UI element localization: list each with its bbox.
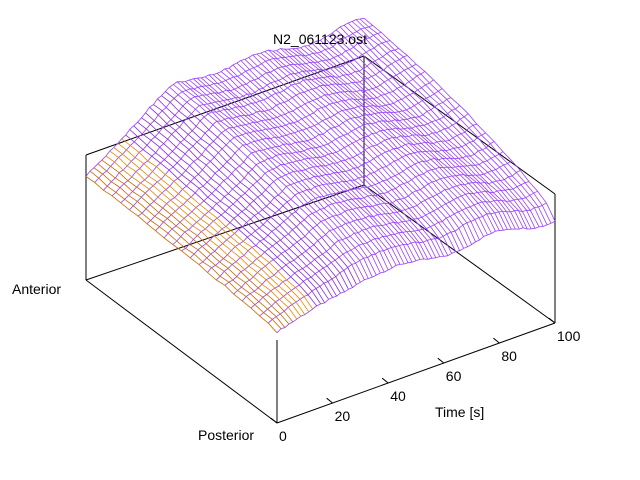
plot-box <box>85 55 556 424</box>
time-tick-mark <box>270 417 278 424</box>
mesh-line-space <box>169 86 361 283</box>
mesh-line-space <box>288 48 480 241</box>
mesh-line-space <box>200 77 393 269</box>
mesh-line-space <box>149 106 341 294</box>
mesh-line-space <box>244 59 437 259</box>
mesh-line-space <box>177 81 369 279</box>
mesh-line-space <box>272 50 465 249</box>
time-tick-label: 80 <box>501 348 517 364</box>
mesh-line-space <box>284 48 476 243</box>
box-left-bottom-edge <box>85 279 278 424</box>
mesh-line-space <box>208 74 401 265</box>
mesh-line-time <box>120 48 399 204</box>
mesh-line-space <box>196 77 389 271</box>
mesh-line-space <box>153 104 345 293</box>
mesh-line-space <box>105 155 298 320</box>
mesh-line-space <box>192 78 385 273</box>
time-tick-label: 60 <box>446 368 462 384</box>
mesh-line-space <box>343 24 536 229</box>
mesh-line-space <box>129 129 322 305</box>
mesh-line-space <box>331 32 524 228</box>
mesh-line-space <box>328 35 520 230</box>
mesh-line-space <box>252 54 445 257</box>
mesh-line-space <box>268 49 461 251</box>
y-axis-label-posterior: Posterior <box>198 427 254 443</box>
time-tick-mark <box>493 337 500 344</box>
time-tick-label: 20 <box>335 408 351 424</box>
mesh-line-space <box>256 53 449 256</box>
mesh-line-space <box>312 43 504 231</box>
mesh-line-space <box>232 64 425 260</box>
mesh-line-space <box>264 51 457 252</box>
mesh-line-space <box>359 18 552 224</box>
y-axis-label-anterior: Anterior <box>12 281 61 297</box>
mesh-line-space <box>363 17 556 222</box>
mesh-line-space <box>89 170 282 329</box>
mesh-line-space <box>260 52 453 254</box>
mesh-line-space <box>181 81 373 278</box>
mesh-line-space <box>292 48 484 237</box>
mesh-line-space <box>296 47 488 236</box>
mesh-line-space <box>324 37 516 230</box>
time-tick-mark <box>548 317 556 324</box>
box-back-top-edge <box>85 55 365 156</box>
mesh-line-space <box>347 22 540 227</box>
time-tick-label: 100 <box>557 328 581 344</box>
mesh-line-space <box>280 48 472 245</box>
time-tick-label: 0 <box>279 428 287 444</box>
x-axis-label: Time [s] <box>435 404 484 420</box>
time-tick-mark <box>381 377 389 384</box>
surface-mesh <box>85 17 556 334</box>
mesh-line-space <box>304 45 496 232</box>
mesh-line-space <box>165 91 357 285</box>
mesh-line-space <box>212 74 405 265</box>
mesh-line-space <box>335 29 528 230</box>
mesh-line-space <box>137 121 329 300</box>
chart-title: N2_061123.ost <box>273 31 367 47</box>
mesh-line-space <box>355 19 548 226</box>
mesh-line-space <box>173 84 365 280</box>
mesh-line-space <box>248 57 441 257</box>
time-tick-label: 40 <box>390 388 406 404</box>
mesh-line-space <box>300 47 492 234</box>
box-front-bottom-edge <box>276 322 556 424</box>
mesh-line-space <box>189 79 381 274</box>
mesh-line-space <box>276 50 468 247</box>
mesh-line-space <box>228 67 421 260</box>
mesh-line-space <box>240 60 433 259</box>
mesh-line-space <box>216 73 409 263</box>
mesh-line-space <box>224 68 417 261</box>
time-axis-ticks: 0 20 40 60 80 100 <box>270 317 581 444</box>
mesh-line-space <box>157 98 349 290</box>
mesh-line-space <box>141 117 333 298</box>
mesh-line-space <box>145 112 337 297</box>
mesh-line-space <box>109 150 302 317</box>
mesh-line-space <box>316 40 508 230</box>
mesh-line-space <box>185 81 377 276</box>
mesh-line-space <box>161 95 353 288</box>
mesh-line-space <box>351 21 544 227</box>
time-tick-mark <box>437 357 445 364</box>
box-right-bottom-edge <box>363 184 556 324</box>
mesh-line-space <box>121 138 314 310</box>
mesh-line-space <box>339 26 532 229</box>
mesh-line-space <box>308 45 500 231</box>
mesh-line-space <box>113 147 306 315</box>
mesh-line-space <box>320 40 512 230</box>
mesh-line-space <box>236 62 429 260</box>
mesh-line-space <box>85 176 278 334</box>
mesh-line-space <box>133 125 326 304</box>
time-tick-mark <box>326 397 333 404</box>
mesh-line-space <box>220 71 413 263</box>
mesh-line-space <box>97 163 290 325</box>
mesh-line-space <box>101 159 294 323</box>
mesh-line-space <box>125 134 318 307</box>
mesh-line-space <box>93 167 286 328</box>
mesh-line-space <box>117 143 310 313</box>
box-right-top-edge <box>363 55 556 195</box>
mesh-line-space <box>204 76 397 266</box>
